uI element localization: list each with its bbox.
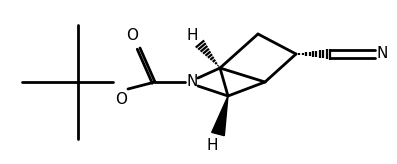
Text: N: N	[186, 74, 198, 90]
Text: O: O	[126, 28, 138, 42]
Polygon shape	[212, 96, 228, 136]
Text: H: H	[206, 137, 218, 153]
Text: N: N	[376, 47, 388, 62]
Text: O: O	[115, 92, 127, 107]
Text: H: H	[186, 28, 198, 42]
